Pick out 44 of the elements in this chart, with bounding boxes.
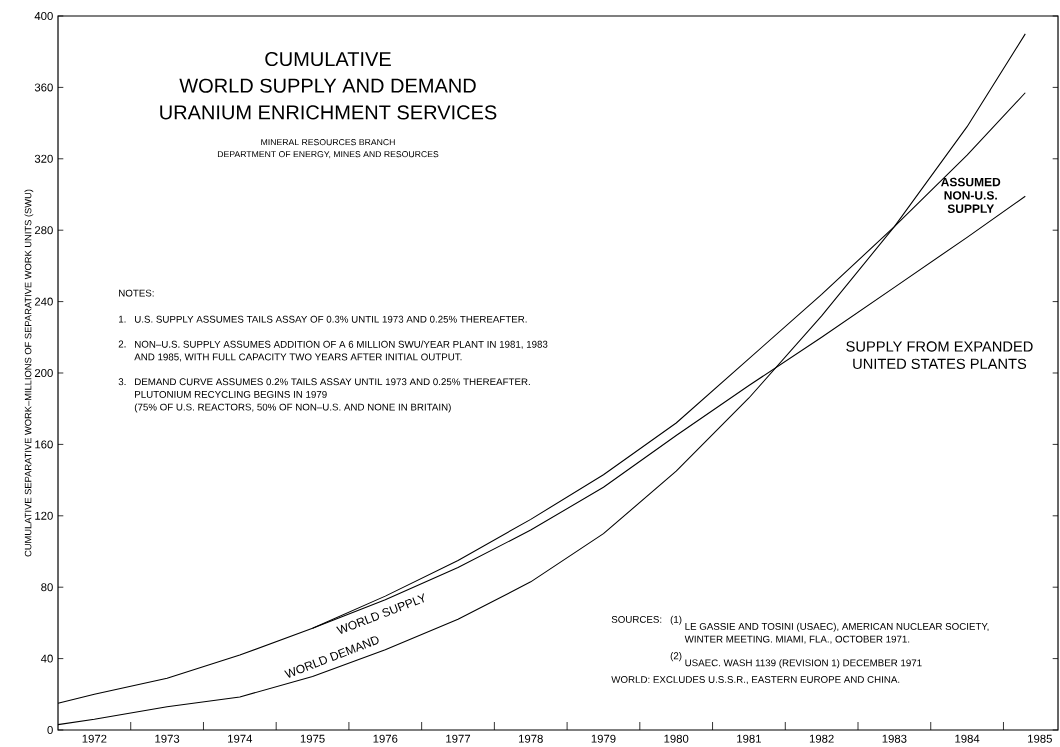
annotation: 2. [118, 340, 126, 348]
annotation: SOURCES: [611, 615, 662, 623]
x-tick-label: 1984 [955, 734, 980, 743]
y-tick-label: 160 [35, 440, 53, 449]
annotation: U.S. SUPPLY ASSUMES TAILS ASSAY OF 0.3% UNTIL 1973 AND 0.25% THEREAFTER. [135, 315, 527, 323]
annotation: ASSUMED NON-U.S. SUPPLY [941, 177, 1001, 213]
annotation: NOTES: [119, 289, 154, 297]
annotation: (1) [670, 615, 682, 625]
y-tick-label: 0 [47, 726, 53, 735]
x-tick-label: 1978 [518, 734, 543, 743]
x-tick-label: 1983 [882, 734, 907, 743]
annotation: USAEC. WASH 1139 (REVISION 1) DECEMBER 1971 [685, 659, 922, 669]
annotation: 1. [119, 315, 126, 323]
x-tick-label: 1979 [591, 734, 616, 743]
annotation: 3. [118, 378, 126, 386]
y-tick-label: 320 [34, 154, 53, 163]
annotation: (75% OF U.S. REACTORS, 50% OF NON–U.S. AND NONE IN BRITAIN) [134, 403, 451, 413]
y-axis-title: CUMULATIVE SEPARATIVE WORK–MILLIONS OF SEPARATIVE WORK UNITS (SWU) [24, 189, 34, 557]
y-tick-label: 400 [34, 11, 53, 20]
y-tick-label: 120 [35, 511, 53, 520]
y-tick-label: 280 [34, 226, 53, 235]
x-tick-label: 1972 [82, 734, 107, 743]
x-tick-label: 1980 [664, 734, 689, 743]
y-tick-label: 360 [34, 83, 53, 92]
text: CUMULATIVE WORLD SUPPLY AND DEMAND URANIUM ENRICHMENT SERVICES [160, 51, 497, 120]
x-tick-label: 1981 [737, 734, 761, 743]
x-tick-label: 1975 [300, 734, 325, 743]
annotation: (2) [670, 652, 682, 662]
x-tick-label: 1973 [155, 734, 180, 743]
annotation: LE GASSIE AND TOSINI (USAEC), AMERICAN NUCLEAR SOCIETY, WINTER MEETING. MIAMI, FLA., OCTOBER 1971. [684, 622, 989, 644]
series-label: SUPPLY FROM EXPANDED UNITED STATES PLANTS [846, 341, 1033, 370]
x-tick-label: 1974 [228, 734, 253, 743]
text: MINERAL RESOURCES BRANCH DEPARTMENT OF ENERGY, MINES AND RESOURCES [217, 139, 439, 159]
annotation: DEMAND CURVE ASSUMES 0.2% TAILS ASSAY UNTIL 1973 AND 0.25% THEREAFTER. PLUTONIUM RECYCLING BEGINS IN 1979 [135, 378, 530, 398]
x-tick-label: 1985 [1028, 734, 1052, 743]
y-tick-label: 200 [34, 368, 53, 377]
y-tick-label: 240 [34, 297, 53, 306]
y-tick-label: 40 [40, 654, 53, 663]
x-tick-label: 1982 [809, 734, 834, 743]
annotation: WORLD: EXCLUDES U.S.S.R., EASTERN EUROPE AND CHINA. [611, 676, 900, 685]
x-tick-label: 1976 [373, 734, 398, 743]
x-tick-label: 1977 [446, 734, 471, 743]
y-tick-label: 80 [41, 583, 53, 592]
annotation: NON–U.S. SUPPLY ASSUMES ADDITION OF A 6 MILLION SWU/YEAR PLANT IN 1981, 1983 AND 1985, WITH FULL CAPACITY TWO YEARS AFTER INITIAL OUTPUT. [134, 340, 548, 362]
